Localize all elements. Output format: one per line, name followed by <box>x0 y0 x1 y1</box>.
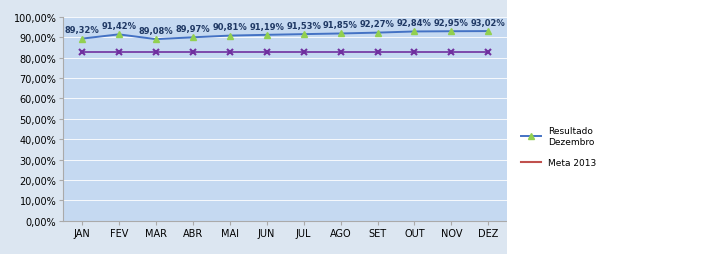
Text: 91,19%: 91,19% <box>249 23 284 31</box>
Text: 91,53%: 91,53% <box>286 22 321 31</box>
Text: 92,27%: 92,27% <box>360 20 395 29</box>
Text: 92,95%: 92,95% <box>434 19 469 28</box>
Text: 89,08%: 89,08% <box>139 27 173 36</box>
Legend: Resultado
Dezembro, Meta 2013: Resultado Dezembro, Meta 2013 <box>521 127 596 168</box>
Text: 89,97%: 89,97% <box>175 25 210 34</box>
Text: 93,02%: 93,02% <box>471 19 505 28</box>
Text: 89,32%: 89,32% <box>65 26 99 35</box>
Text: 91,42%: 91,42% <box>101 22 137 31</box>
Text: 92,84%: 92,84% <box>397 19 432 28</box>
Text: 91,85%: 91,85% <box>323 21 358 30</box>
Text: Meta:  83%: Meta: 83% <box>509 35 579 45</box>
Text: 90,81%: 90,81% <box>213 23 247 32</box>
